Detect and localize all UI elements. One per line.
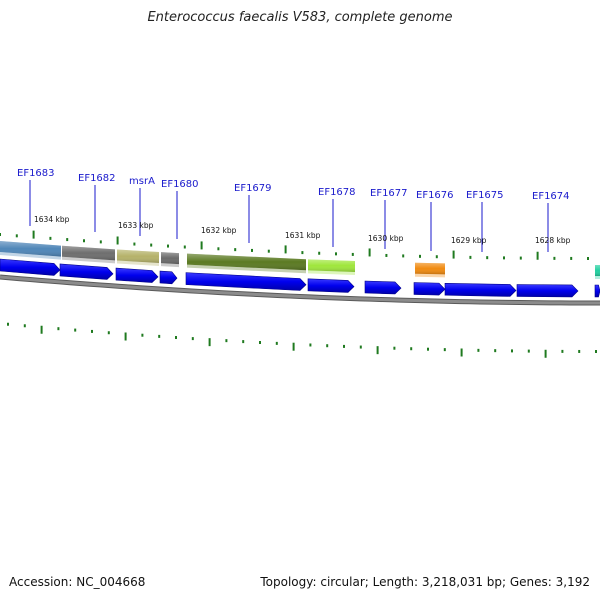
- cog-block-ef1674[interactable]: [595, 264, 600, 279]
- cog-block-ef1678[interactable]: [308, 259, 355, 275]
- cds-arrow[interactable]: [516, 284, 579, 298]
- cog-block-ef1676[interactable]: [415, 262, 445, 278]
- cds-arrow[interactable]: [364, 280, 402, 295]
- lower-scale-ticks: [7, 322, 597, 358]
- cog-block-ef1679[interactable]: [187, 253, 306, 274]
- gene-label[interactable]: EF1675: [466, 190, 504, 201]
- kbp-label: 1633 kbp: [118, 221, 154, 230]
- genome-backbone: [0, 274, 600, 306]
- cog-block-msra[interactable]: [117, 249, 159, 267]
- kbp-label: 1631 kbp: [285, 231, 321, 240]
- gene-label-leaders: [29, 180, 549, 252]
- kbp-scale-labels: 1634 kbp 1633 kbp 1632 kbp 1631 kbp 1630 kbp…: [34, 215, 571, 245]
- cds-arrow[interactable]: [185, 272, 307, 291]
- gene-label[interactable]: EF1683: [17, 168, 55, 179]
- cog-feature-track: [0, 241, 600, 279]
- cog-block-ef1682[interactable]: [62, 245, 115, 264]
- cds-feature-track: [0, 258, 600, 298]
- cds-arrow[interactable]: [59, 263, 114, 280]
- backbone-line: [0, 275, 600, 305]
- cds-arrow[interactable]: [0, 258, 61, 276]
- kbp-label: 1628 kbp: [535, 236, 571, 245]
- kbp-label: 1629 kbp: [451, 236, 487, 245]
- cds-arrow[interactable]: [444, 282, 517, 297]
- kbp-label: 1634 kbp: [34, 215, 70, 224]
- gene-label[interactable]: EF1674: [532, 191, 570, 202]
- gene-label[interactable]: EF1682: [78, 173, 116, 184]
- kbp-label: 1630 kbp: [368, 234, 404, 243]
- gene-label[interactable]: EF1677: [370, 188, 408, 199]
- gene-label[interactable]: msrA: [129, 176, 155, 187]
- topology-text: Topology: circular; Length: 3,218,031 bp…: [260, 575, 590, 589]
- cds-arrow[interactable]: [413, 282, 446, 296]
- kbp-label: 1632 kbp: [201, 226, 237, 235]
- cds-arrow[interactable]: [307, 278, 355, 293]
- cog-block-ef1680[interactable]: [161, 252, 179, 268]
- cds-arrow[interactable]: [594, 284, 600, 298]
- cog-block-ef1683[interactable]: [0, 241, 61, 260]
- cds-arrow[interactable]: [115, 267, 159, 283]
- gene-label[interactable]: EF1676: [416, 190, 454, 201]
- gene-label[interactable]: EF1679: [234, 183, 272, 194]
- gene-label[interactable]: EF1678: [318, 187, 356, 198]
- accession-text: Accession: NC_004668: [9, 575, 146, 589]
- cds-arrow[interactable]: [159, 270, 178, 285]
- upper-scale-ticks: [0, 230, 589, 260]
- genome-title: Enterococcus faecalis V583, complete gen…: [147, 10, 453, 25]
- gene-labels: EF1683 EF1682 msrA EF1680 EF1679 EF1678 EF1677…: [17, 168, 570, 202]
- gene-label[interactable]: EF1680: [161, 179, 199, 190]
